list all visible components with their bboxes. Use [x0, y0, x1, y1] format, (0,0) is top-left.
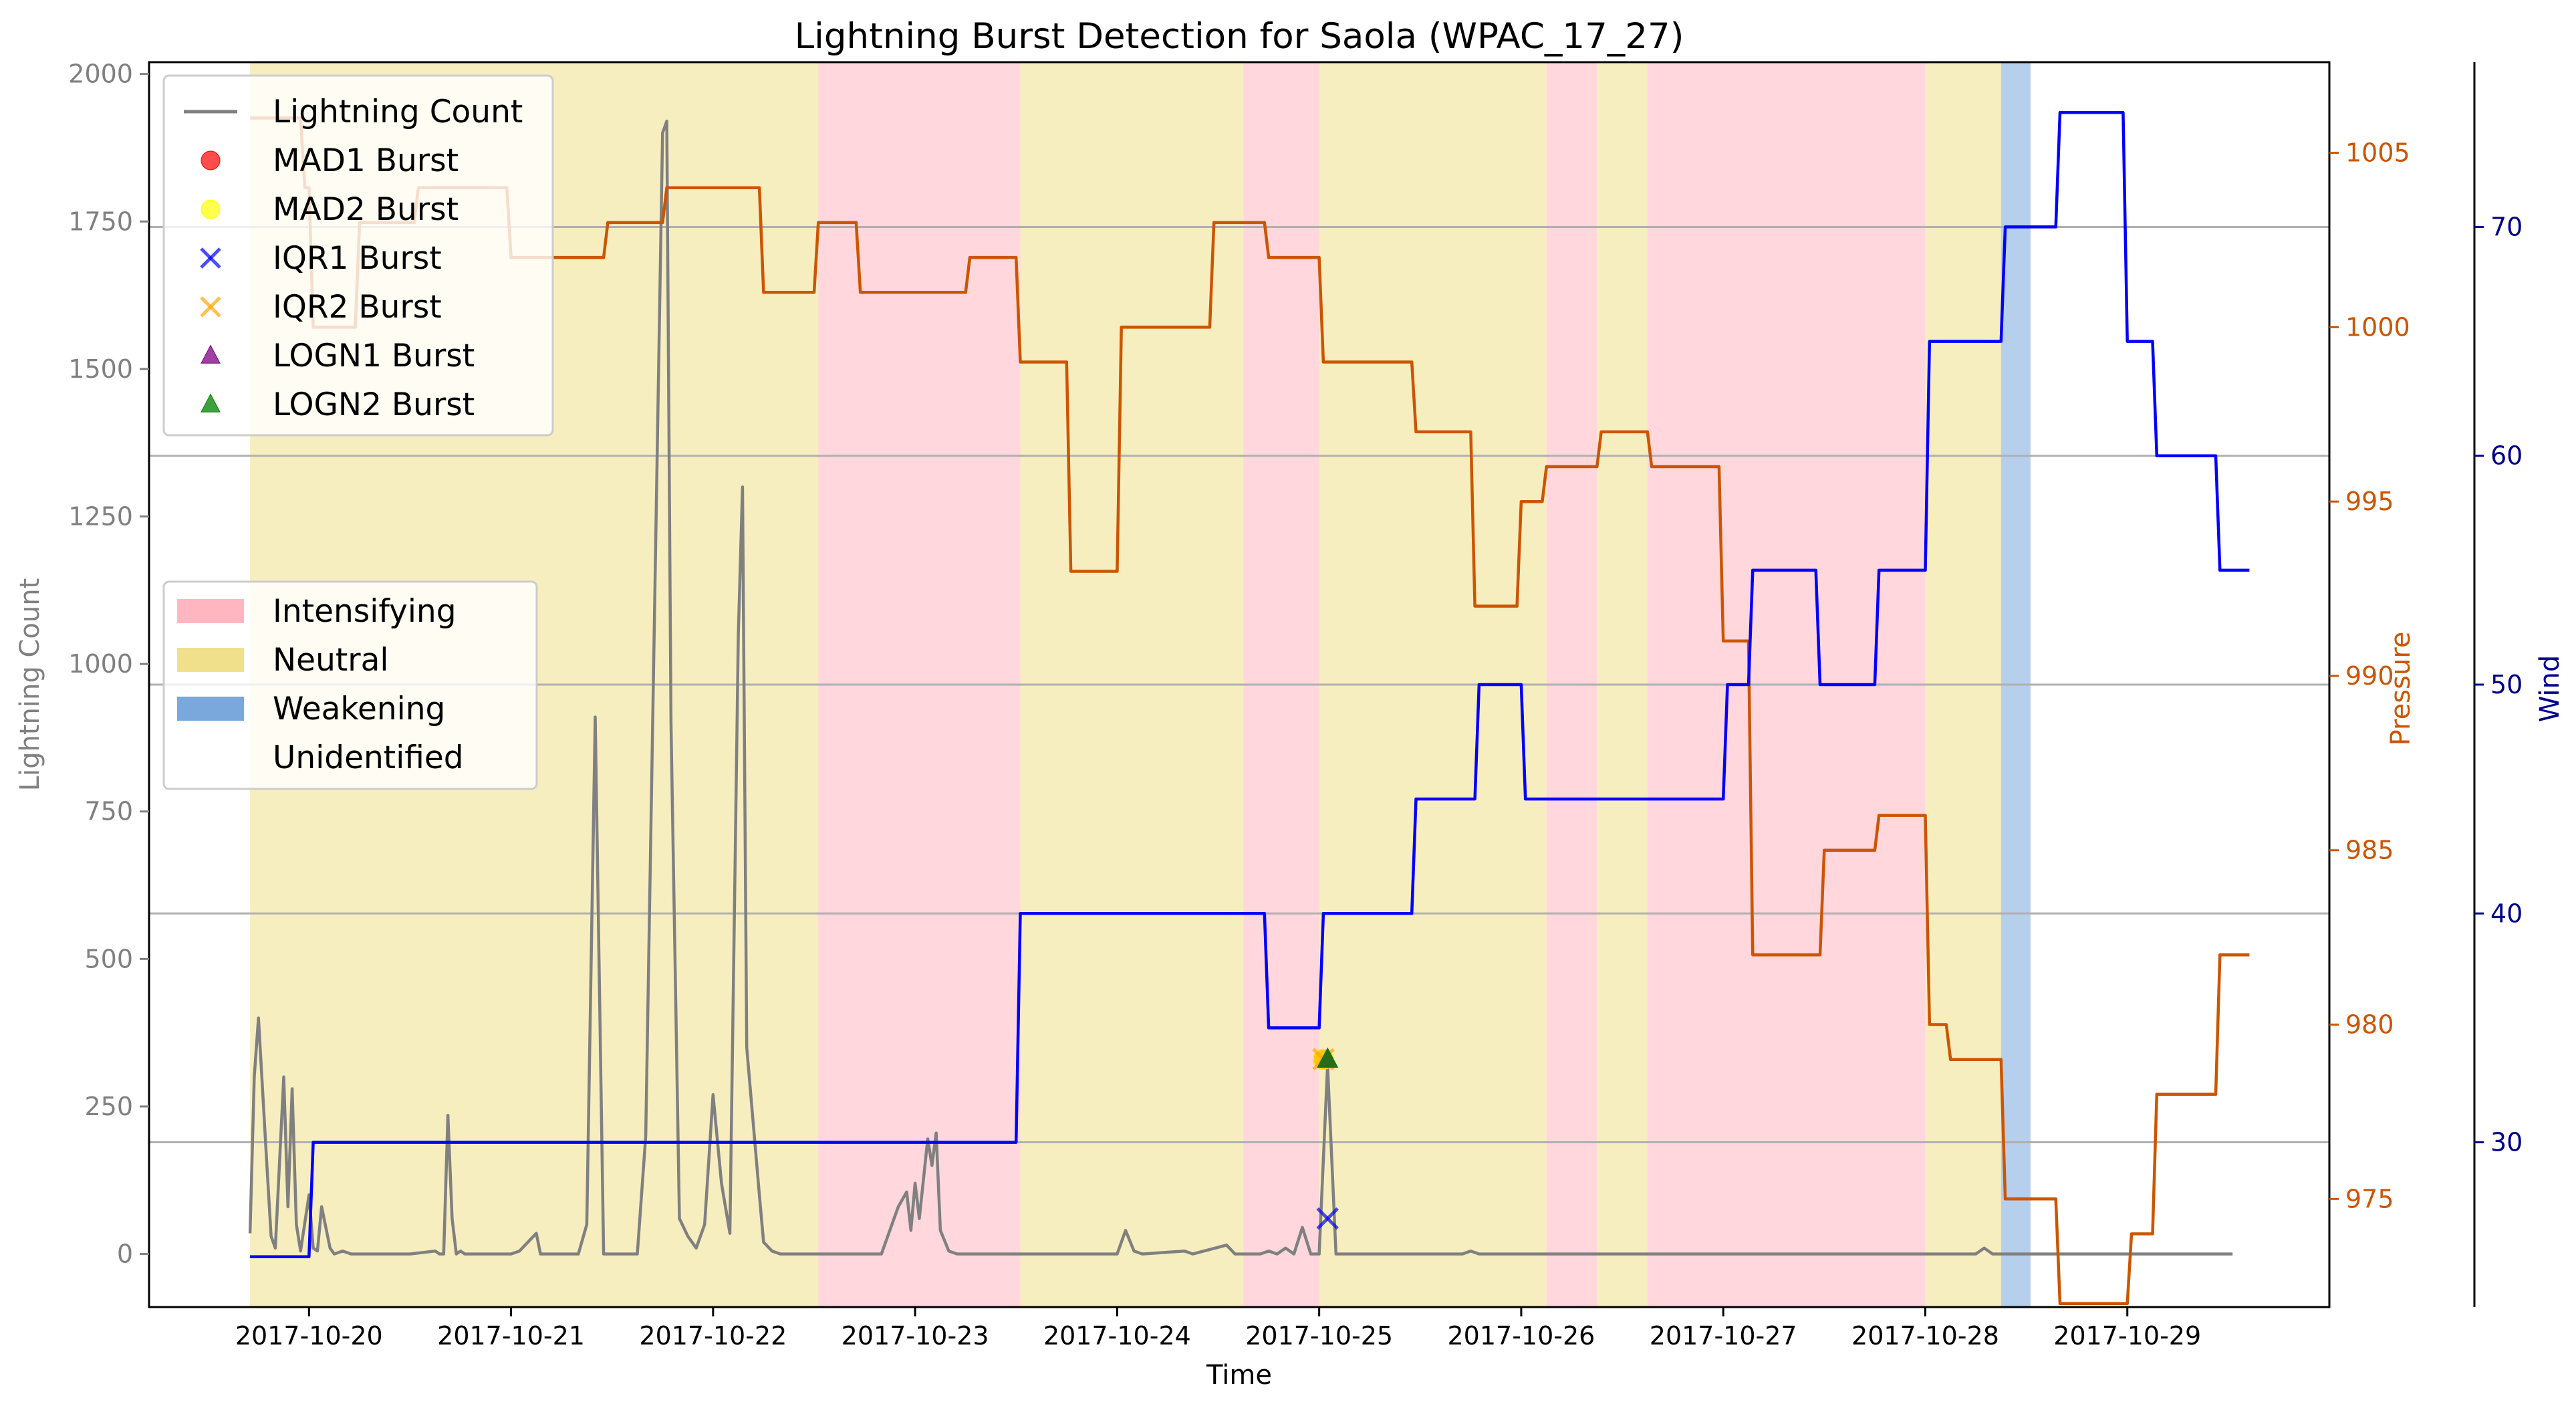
x-tick-label: 2017-10-25 — [1245, 1321, 1393, 1351]
burst-marker-logn2-burst — [1317, 1047, 1339, 1068]
plot-frame — [148, 61, 2331, 1308]
legend-top-label: MAD1 Burst — [273, 142, 459, 179]
x-tick-label: 2017-10-22 — [639, 1321, 787, 1351]
pressure-axis-label: Pressure — [2386, 632, 2416, 746]
legend-swatch-circle — [201, 150, 221, 170]
left-tick-label: 1750 — [68, 207, 133, 236]
legend-phase-label: Weakening — [273, 691, 445, 727]
pressure-tick-label: 1005 — [2345, 138, 2410, 168]
left-tick-label: 1000 — [68, 649, 133, 679]
x-tick-label: 2017-10-21 — [437, 1321, 585, 1351]
legend-top-label: Lightning Count — [273, 94, 523, 130]
burst-marker-iqr1-burst — [1316, 1207, 1339, 1230]
x-tick-label: 2017-10-28 — [1851, 1321, 1999, 1351]
left-tick-label: 500 — [84, 944, 133, 973]
pressure-tick-label: 990 — [2345, 661, 2394, 691]
x-axis-label: Time — [1206, 1360, 1272, 1391]
series-line-lightning-count — [248, 119, 2233, 1256]
chart-title: Lightning Burst Detection for Saola (WPA… — [795, 16, 1684, 57]
legend-phase-label: Intensifying — [273, 593, 457, 630]
legend-swatch-x-stroke — [200, 296, 221, 318]
legend-swatch-x — [200, 296, 221, 318]
pressure-tick-label: 995 — [2345, 487, 2394, 516]
left-tick-label: 2000 — [68, 60, 133, 89]
legend-top-frame — [162, 74, 554, 437]
legend-swatch-triangle — [201, 344, 221, 364]
x-tick-label: 2017-10-24 — [1043, 1321, 1191, 1351]
legend-swatch-circle — [201, 199, 221, 219]
x-tick-label: 2017-10-26 — [1447, 1321, 1595, 1351]
pressure-tick-label: 980 — [2345, 1010, 2394, 1040]
legend-swatch-x-stroke — [200, 247, 221, 269]
legend-phase-label: Neutral — [273, 642, 388, 679]
wind-tick-label: 30 — [2490, 1128, 2523, 1157]
x-tick-label: 2017-10-20 — [235, 1321, 383, 1351]
legend-top-label: LOGN2 Burst — [273, 386, 475, 423]
axes: 2017-10-20 2017-10-21 2017-10-22 2017-10-23… — [68, 60, 2523, 1351]
x-tick-label: 2017-10-27 — [1650, 1321, 1797, 1351]
legend-top-label: IQR1 Burst — [273, 240, 442, 277]
left-tick-label: 0 — [117, 1240, 133, 1269]
legend-swatch-phase — [177, 648, 244, 672]
left-tick-label: 1500 — [68, 354, 133, 384]
pressure-tick-label: 985 — [2345, 836, 2394, 865]
burst-marker-iqr1-burst-stroke — [1316, 1207, 1339, 1230]
wind-tick-label: 50 — [2490, 670, 2523, 699]
legend-swatch-x — [200, 247, 221, 269]
burst-markers — [1312, 1047, 1339, 1230]
wind-tick-label: 70 — [2490, 212, 2523, 241]
pressure-tick-label: 975 — [2345, 1184, 2394, 1213]
wind-tick-label: 60 — [2490, 441, 2523, 471]
legend-swatch-phase — [177, 599, 244, 623]
wind-axis-label: Wind — [2535, 655, 2565, 723]
legend-top: Lightning Count MAD1 Burst MAD2 Burst IQR1 … — [162, 74, 554, 437]
legend-top-label: LOGN1 Burst — [273, 338, 475, 374]
series-line-pressure — [250, 116, 2250, 1306]
x-tick-label: 2017-10-23 — [842, 1321, 989, 1351]
legend-swatch-phase — [177, 745, 244, 770]
legend-top-label: IQR2 Burst — [273, 289, 442, 326]
pressure-tick-label: 1000 — [2345, 312, 2410, 342]
left-axis-label: Lightning Count — [15, 578, 45, 792]
x-tick-label: 2017-10-29 — [2053, 1321, 2201, 1351]
series-line-wind — [250, 111, 2250, 1258]
legend-swatch-triangle — [201, 393, 221, 413]
left-tick-label: 250 — [84, 1092, 133, 1121]
series-lines — [248, 111, 2250, 1306]
legend-phase-label: Unidentified — [273, 739, 464, 776]
legend-swatch-phase — [177, 697, 244, 721]
left-tick-label: 750 — [84, 797, 133, 826]
legend-phase: Intensifying Neutral Weakening Unidentified — [162, 580, 538, 790]
wind-tick-label: 40 — [2490, 899, 2523, 928]
left-tick-label: 1250 — [68, 501, 133, 531]
legend-top-label: MAD2 Burst — [273, 191, 459, 228]
legend-phase-frame — [162, 580, 538, 790]
